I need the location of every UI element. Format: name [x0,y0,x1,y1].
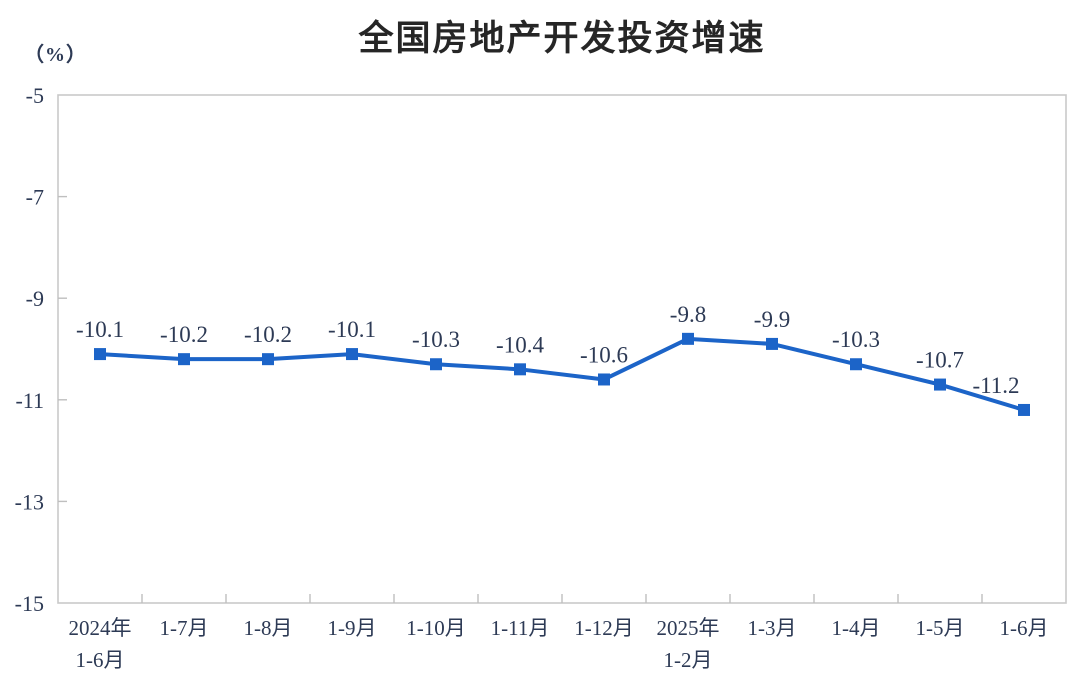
x-axis: 2024年 1-6月 1-7月 1-8月 1-9月 1-10月 1-11月 1-12月 2025… [69,594,1049,672]
data-point-marker [178,353,190,366]
data-label: -10.7 [916,348,964,373]
data-label: -11.2 [972,373,1019,398]
data-point-marker [766,337,778,350]
data-point-marker [598,373,610,386]
data-label: -9.9 [754,307,790,332]
data-point-marker [346,348,358,361]
x-tick-label: 1-2月 [664,648,713,672]
data-point-marker [262,353,274,366]
x-tick-label: 1-10月 [406,616,466,640]
y-axis: -5 -7 -9 -11 -13 -15 [15,83,67,616]
x-tick-label: 1-6月 [76,648,125,672]
y-tick-label: -11 [15,388,44,413]
data-label: -10.6 [580,342,628,367]
y-tick-label: -9 [26,286,44,311]
x-tick-label: 1-3月 [748,616,797,640]
x-tick-label: 1-6月 [1000,616,1049,640]
plot-border [57,94,1067,604]
data-point-marker [934,378,946,391]
chart-title: 全国房地产开发投资增速 [358,19,766,58]
data-point-marker [1018,403,1030,416]
y-axis-unit-label: （%） [24,44,87,66]
data-label: -10.2 [160,322,208,347]
data-point-marker [850,358,862,371]
data-point-marker [94,348,106,361]
data-label: -9.8 [670,302,706,327]
data-label: -10.3 [412,327,460,352]
x-tick-label: 2025年 [657,616,720,640]
series-line [98,336,1026,412]
data-point-marker [430,358,442,371]
data-series [94,332,1030,416]
y-tick-label: -5 [26,83,44,108]
x-tick-label: 1-4月 [832,616,881,640]
data-labels: -10.1 -10.2 -10.2 -10.1 -10.3 -10.4 -10.6 -9.8 -… [76,302,1019,398]
data-label: -10.1 [328,317,376,342]
x-tick-label: 1-5月 [916,616,965,640]
data-label: -10.1 [76,317,124,342]
data-label: -10.4 [496,332,544,357]
x-tick-label: 2024年 [69,616,132,640]
y-tick-label: -13 [15,489,44,514]
x-tick-label: 1-8月 [244,616,293,640]
data-label: -10.2 [244,322,292,347]
y-tick-label: -15 [15,591,44,616]
x-tick-label: 1-12月 [574,616,634,640]
data-point-marker [514,363,526,376]
x-tick-label: 1-7月 [160,616,209,640]
x-tick-label: 1-9月 [328,616,377,640]
data-point-marker [682,332,694,345]
x-tick-label: 1-11月 [491,616,550,640]
data-label: -10.3 [832,327,880,352]
y-tick-label: -7 [26,185,44,210]
